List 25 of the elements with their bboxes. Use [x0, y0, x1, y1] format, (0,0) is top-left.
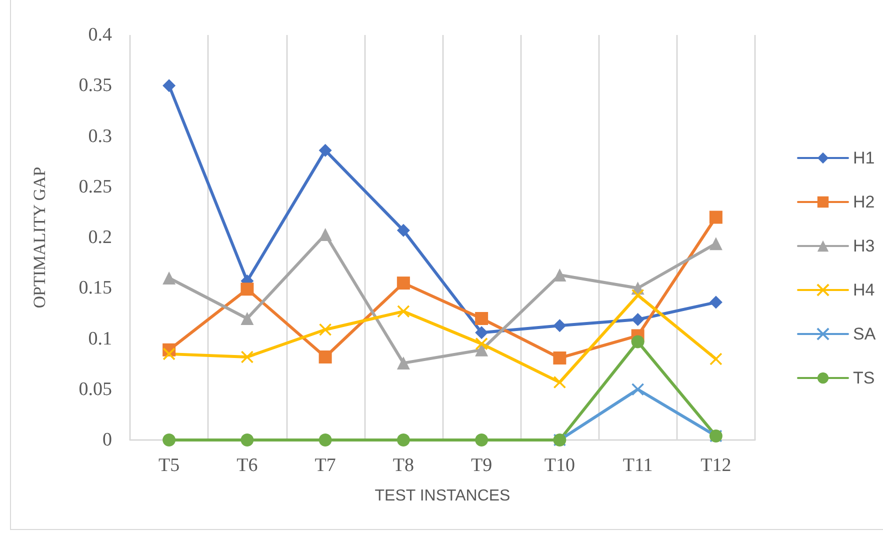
y-tick-label: 0: [102, 430, 112, 450]
legend-label: H3: [853, 236, 875, 256]
legend-label: H2: [853, 192, 875, 212]
legend-label: H4: [853, 280, 875, 300]
y-tick-label: 0.15: [78, 278, 112, 299]
x-tick-label: T10: [544, 455, 575, 476]
x-tick-label: T6: [236, 455, 258, 476]
y-axis-title: OPTIMALITY GAP: [30, 166, 49, 308]
y-tick-label: 0.2: [88, 227, 112, 248]
y-tick-label: 0.35: [78, 75, 112, 96]
legend-label: TS: [853, 368, 875, 388]
x-tick-label: T12: [700, 455, 732, 476]
legend-label: H1: [853, 148, 875, 168]
y-tick-label: 0.25: [78, 176, 112, 198]
x-tick-label: T7: [314, 455, 336, 476]
x-tick-label: T11: [622, 455, 653, 476]
x-tick-label: T8: [392, 455, 414, 476]
y-tick-label: 0.3: [88, 126, 112, 147]
x-tick-label: T5: [158, 455, 180, 476]
x-tick-label: T9: [471, 455, 492, 476]
y-tick-label: 0.05: [78, 378, 112, 400]
y-tick-label: 0.1: [88, 328, 112, 350]
legend-label: SA: [853, 324, 876, 344]
y-tick-label: 0.4: [88, 24, 112, 46]
x-axis-title: TEST INSTANCES: [374, 488, 510, 504]
